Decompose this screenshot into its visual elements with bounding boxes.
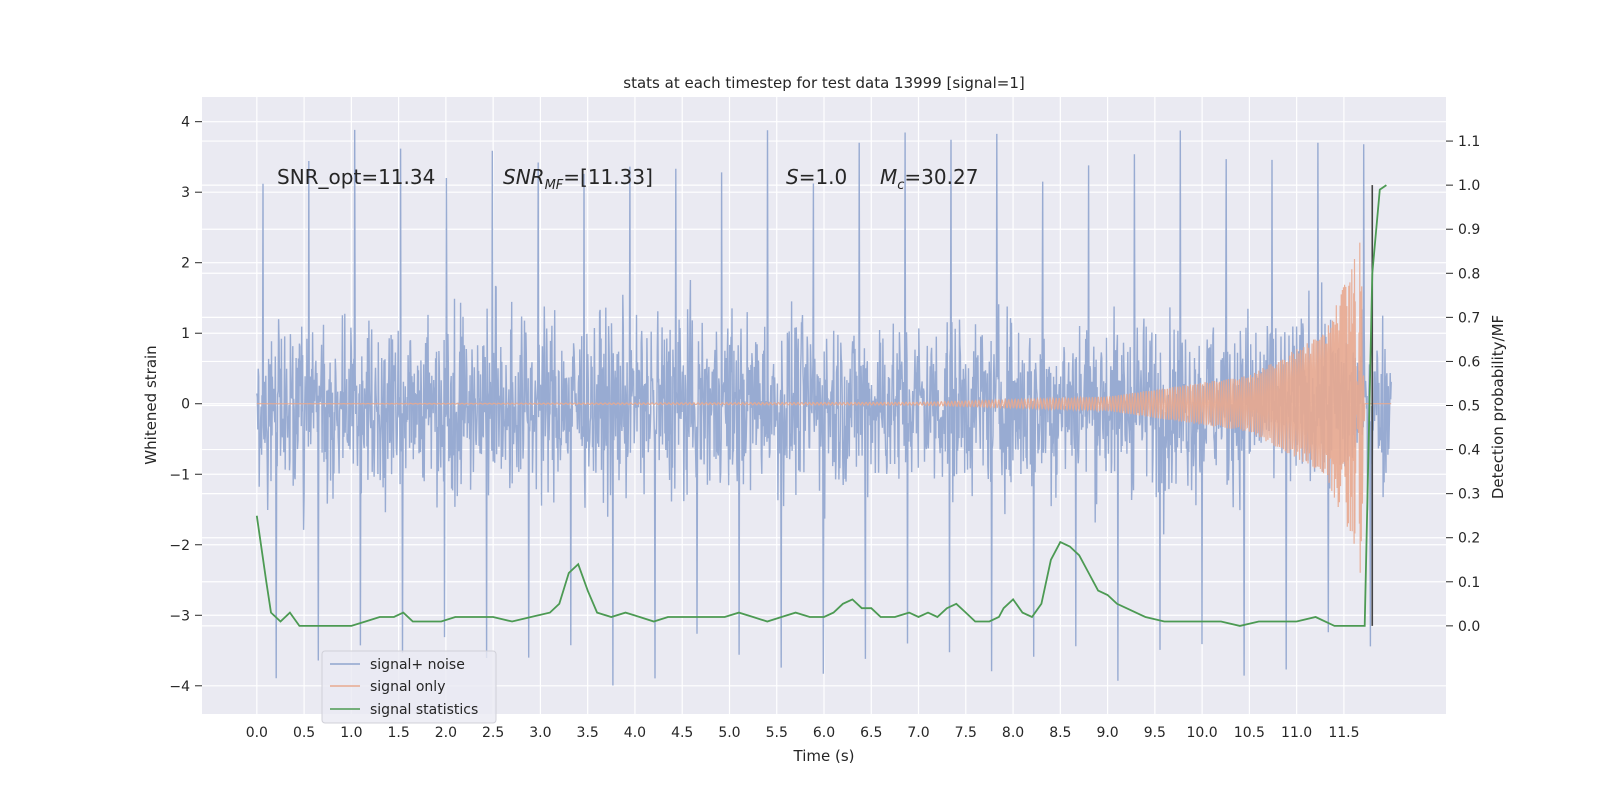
- y-axis-ticks: 4 3 2 1 0 −1 −2 −3 −4: [169, 115, 202, 695]
- x-axis-label: Time (s): [793, 747, 855, 765]
- legend-box: [321, 650, 497, 724]
- annotations: SNR_opt=11.34 SNRMF=[11.33] S=1.0 Mc=30.…: [277, 165, 978, 193]
- y-right-tick-label: 0.2: [1458, 531, 1480, 547]
- x-tick-label: 7.5: [955, 725, 977, 741]
- x-tick-label: 11.5: [1328, 725, 1359, 741]
- x-tick-label: 0.5: [293, 725, 315, 741]
- legend-label-signal-statistics: signal statistics: [370, 702, 478, 718]
- x-tick-label: 1.5: [387, 725, 409, 741]
- x-tick-label: 5.5: [766, 725, 788, 741]
- y-right-tick-label: 0.5: [1458, 399, 1480, 415]
- y-axis-right-label: Detection probability/MF: [1489, 315, 1507, 499]
- x-tick-label: 3.5: [577, 725, 599, 741]
- legend: signal+ noise signal only signal statist…: [321, 650, 497, 724]
- x-tick-label: 9.0: [1096, 725, 1118, 741]
- y-axis-right-ticks: 1.1 1.0 0.9 0.8 0.7 0.6 0.5 0.4 0.3 0.2 0.1 0.0: [1446, 134, 1480, 635]
- chart-title: stats at each timestep for test data 139…: [623, 74, 1024, 92]
- y-tick-label: 1: [181, 326, 190, 342]
- y-right-tick-label: 0.4: [1458, 443, 1480, 459]
- y-right-tick-label: 1.0: [1458, 178, 1480, 194]
- x-tick-label: 2.5: [482, 725, 504, 741]
- y-right-tick-label: 1.1: [1458, 134, 1480, 150]
- y-tick-label: −1: [169, 467, 190, 483]
- x-tick-label: 8.5: [1049, 725, 1071, 741]
- annotation-mc: Mc=30.27: [880, 165, 978, 193]
- y-tick-label: 2: [181, 256, 190, 272]
- y-axis-label: Whitened strain: [142, 345, 160, 464]
- y-right-tick-label: 0.0: [1458, 619, 1480, 635]
- x-tick-label: 6.5: [860, 725, 882, 741]
- x-tick-label: 4.0: [624, 725, 646, 741]
- x-tick-label: 2.0: [435, 725, 457, 741]
- legend-label-signal-only: signal only: [370, 679, 445, 695]
- y-right-tick-label: 0.1: [1458, 575, 1480, 591]
- y-right-tick-label: 0.7: [1458, 310, 1480, 326]
- y-tick-label: 0: [181, 397, 190, 413]
- annotation-snr-mf: SNRMF=[11.33]: [503, 165, 653, 193]
- x-tick-label: 1.0: [340, 725, 362, 741]
- x-tick-label: 0.0: [246, 725, 268, 741]
- plot-series: [255, 129, 1392, 686]
- series-signal-statistics: [255, 184, 1387, 627]
- x-tick-label: 5.0: [718, 725, 740, 741]
- y-right-tick-label: 0.3: [1458, 487, 1480, 503]
- y-tick-label: 3: [181, 185, 190, 201]
- x-tick-label: 7.0: [907, 725, 929, 741]
- legend-label-signal-noise: signal+ noise: [370, 657, 465, 673]
- series-signal-only: [256, 242, 1392, 573]
- series-signal-noise: [256, 129, 1392, 686]
- annotation-snr-opt: SNR_opt=11.34: [277, 165, 435, 189]
- x-tick-label: 10.5: [1234, 725, 1265, 741]
- x-tick-label: 8.0: [1002, 725, 1024, 741]
- y-right-tick-label: 0.6: [1458, 354, 1480, 370]
- y-tick-label: −3: [169, 608, 190, 624]
- x-tick-label: 9.5: [1144, 725, 1166, 741]
- x-tick-label: 11.0: [1281, 725, 1312, 741]
- x-tick-label: 10.0: [1187, 725, 1218, 741]
- y-tick-label: 4: [181, 115, 190, 131]
- x-tick-label: 3.0: [529, 725, 551, 741]
- x-tick-label: 4.5: [671, 725, 693, 741]
- x-axis-ticks: 0.0 0.5 1.0 1.5 2.0 2.5 3.0 3.5 4.0 4.5 5.0 5.5 6.0 6…: [246, 725, 1360, 741]
- y-right-tick-label: 0.8: [1458, 266, 1480, 282]
- y-tick-label: −4: [169, 679, 190, 695]
- x-tick-label: 6.0: [813, 725, 835, 741]
- y-tick-label: −2: [169, 538, 190, 554]
- y-right-tick-label: 0.9: [1458, 222, 1480, 238]
- annotation-s: S=1.0: [786, 165, 847, 189]
